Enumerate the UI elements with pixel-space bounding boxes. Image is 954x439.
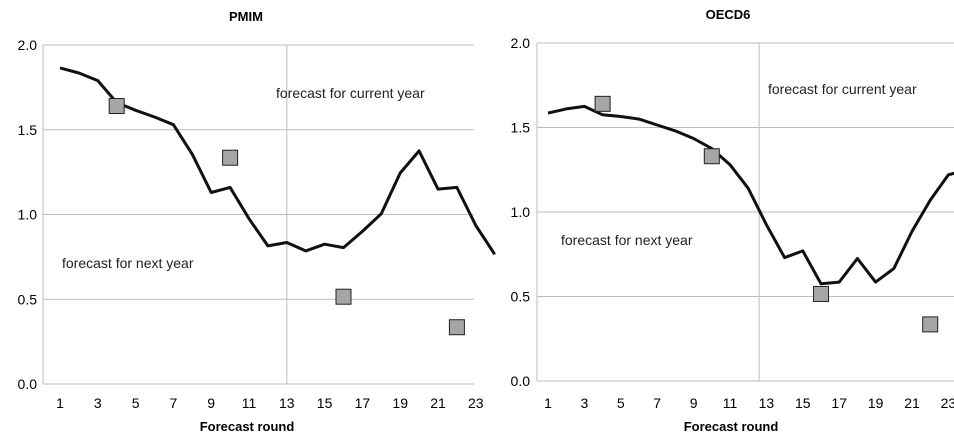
y-tick-label: 1.5 [18, 122, 38, 138]
data-point-marker [594, 95, 611, 112]
data-point-marker [703, 148, 720, 165]
series-line [59, 66, 496, 256]
data-point-marker [108, 98, 125, 115]
data-point-marker [335, 288, 352, 305]
plot-area: 0.00.51.01.52.01 3 5 7 9 11 13 15 17 19 21 23 [511, 35, 954, 411]
x-tick-label: 15 [795, 395, 811, 411]
chart-panel-pmim: PMIM 0.00.51.01.52.01 3 5 7 9 11 13 15 17 19 21 23 … [18, 9, 496, 434]
annotation-next-year: forecast for next year [62, 255, 194, 271]
annotation-current-year: forecast for current year [768, 81, 917, 97]
x-tick-label: 17 [355, 395, 371, 411]
x-tick-label: 9 [690, 395, 698, 411]
data-point-marker [922, 316, 939, 333]
x-tick-label: 13 [759, 395, 775, 411]
x-tick-label: 17 [831, 395, 847, 411]
x-tick-label: 19 [868, 395, 884, 411]
plot-area: 0.00.51.01.52.01 3 5 7 9 11 13 15 17 19 21 23 [18, 37, 496, 411]
chart-panel-oecd6: OECD6 0.00.51.01.52.01 3 5 7 9 11 13 15 17 19 21 23… [511, 7, 954, 434]
x-tick-label: 5 [617, 395, 625, 411]
x-tick-label: 7 [170, 395, 178, 411]
x-tick-label: 9 [207, 395, 215, 411]
y-tick-label: 1.5 [511, 120, 531, 136]
annotation-current-year: forecast for current year [276, 85, 425, 101]
x-tick-label: 21 [430, 395, 446, 411]
x-axis-label: Forecast round [200, 419, 295, 434]
y-tick-label: 1.0 [18, 207, 38, 223]
x-tick-label: 1 [544, 395, 552, 411]
y-tick-label: 0.0 [18, 376, 38, 392]
x-tick-label: 21 [904, 395, 920, 411]
x-tick-label: 3 [581, 395, 589, 411]
annotation-next-year: forecast for next year [561, 232, 693, 248]
x-tick-label: 15 [317, 395, 333, 411]
x-tick-label: 13 [279, 395, 295, 411]
y-tick-label: 2.0 [18, 37, 38, 53]
x-axis-label: Forecast round [684, 419, 779, 434]
x-tick-label: 3 [94, 395, 102, 411]
x-tick-label: 19 [392, 395, 408, 411]
series-line [547, 104, 954, 286]
chart-title: OECD6 [706, 7, 751, 22]
data-point-marker [222, 149, 239, 166]
y-tick-label: 0.0 [511, 373, 531, 389]
x-tick-label: 11 [242, 395, 257, 411]
x-tick-label: 11 [723, 395, 738, 411]
y-tick-label: 2.0 [511, 35, 531, 51]
y-tick-label: 0.5 [511, 289, 531, 305]
y-tick-label: 1.0 [511, 204, 531, 220]
x-tick-label: 5 [132, 395, 140, 411]
x-tick-label: 23 [941, 395, 954, 411]
x-tick-label: 23 [468, 395, 484, 411]
y-tick-label: 0.5 [18, 291, 38, 307]
chart-title: PMIM [229, 9, 263, 24]
x-tick-label: 1 [56, 395, 64, 411]
x-tick-label: 7 [653, 395, 661, 411]
data-point-marker [448, 319, 465, 336]
data-point-marker [813, 285, 829, 302]
